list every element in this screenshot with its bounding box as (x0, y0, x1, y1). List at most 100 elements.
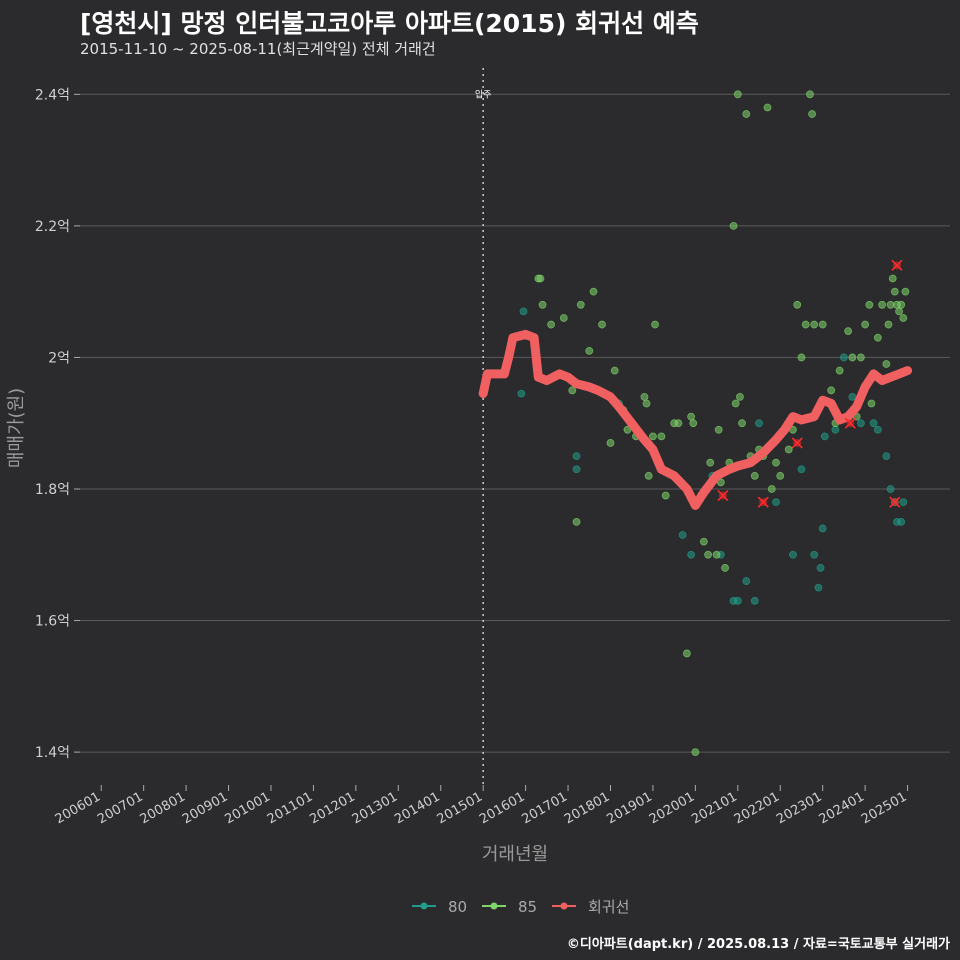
data-point-80 (886, 485, 895, 493)
data-point-85 (844, 327, 853, 336)
data-point-80 (831, 425, 840, 434)
data-point-85 (687, 412, 696, 421)
x-tick-label: 200701 (95, 789, 145, 827)
data-point-85 (714, 425, 723, 434)
x-tick-label: 201101 (265, 789, 315, 827)
data-point-85 (706, 458, 715, 467)
data-point-80 (678, 531, 687, 539)
data-point-85 (895, 307, 903, 316)
data-point-85 (589, 287, 598, 296)
data-point-80 (899, 498, 908, 507)
data-point-85 (784, 445, 793, 454)
y-tick-label: 1.6억 (35, 614, 70, 630)
y-tick-label: 2억 (48, 350, 70, 366)
data-point-85 (897, 300, 906, 309)
y-tick-label: 2.2억 (35, 219, 70, 235)
data-point-80 (820, 432, 829, 441)
data-point-85 (848, 353, 857, 362)
data-point-85 (899, 314, 908, 322)
x-tick-label: 200601 (53, 789, 103, 827)
x-tick-label: 201301 (350, 789, 400, 827)
data-point-80 (755, 419, 763, 428)
regression-path (478, 329, 913, 510)
data-point-80 (797, 465, 806, 474)
y-axis: 1.4억 1.6억 1.8억 2억 2.2억 2.4억 (35, 87, 80, 761)
data-point-80 (742, 577, 751, 585)
data-point-85 (750, 471, 759, 480)
data-point-80 (750, 596, 759, 605)
y-tick-label: 1.8억 (35, 482, 70, 498)
data-point-85 (661, 491, 670, 500)
data-point-85 (878, 300, 886, 309)
data-point-80 (856, 419, 865, 428)
legend-marker-1 (420, 902, 428, 910)
data-point-85 (576, 300, 585, 309)
legend-marker-3 (560, 902, 568, 910)
data-point-80 (810, 550, 819, 559)
x-tick-label: 200901 (180, 789, 230, 827)
outlier-x-mark (844, 417, 856, 429)
outlier-x-mark (757, 496, 769, 508)
data-point-80 (733, 596, 742, 605)
outlier-x-mark (791, 437, 803, 449)
y-tick-label: 1.4억 (35, 745, 70, 761)
data-point-85 (651, 320, 659, 329)
data-point-85 (721, 564, 729, 572)
data-point-80 (816, 564, 825, 572)
data-point-85 (888, 274, 897, 283)
data-point-85 (598, 320, 606, 329)
data-point-85 (610, 366, 619, 375)
regression-line (478, 329, 913, 510)
data-point-85 (797, 353, 806, 362)
data-point-85 (772, 458, 780, 467)
data-point-85 (827, 386, 836, 395)
data-point-85 (572, 517, 581, 526)
data-point-85 (818, 320, 827, 329)
data-point-85 (712, 550, 721, 559)
x-tick-label: 202501 (859, 789, 909, 827)
data-point-85 (716, 478, 725, 487)
data-point-85 (657, 432, 666, 441)
y-axis-label: 매매가(원) (6, 388, 27, 468)
legend-label-1: 80 (448, 898, 467, 916)
x-tick-label: 201701 (520, 789, 570, 827)
outlier-x-mark (717, 490, 729, 502)
data-point-85 (642, 399, 651, 408)
data-point-85 (623, 425, 632, 434)
data-point-85 (606, 439, 615, 447)
data-point-85 (649, 432, 657, 441)
data-point-85 (674, 419, 683, 428)
data-point-85 (536, 274, 545, 283)
data-point-85 (644, 471, 653, 480)
x-tick-label: 201401 (392, 789, 442, 827)
data-point-85 (699, 537, 708, 546)
data-point-80 (519, 307, 528, 316)
data-point-85 (763, 103, 772, 112)
x-tick-label: 202401 (817, 789, 867, 827)
legend: 80 85 회귀선 (412, 898, 629, 916)
move-in-annotation: 입주 (475, 68, 491, 785)
data-point-80 (687, 550, 696, 559)
data-point-85 (776, 471, 785, 480)
x-tick-label: 202301 (774, 789, 824, 827)
data-point-85 (767, 485, 776, 493)
data-point-80 (572, 452, 581, 461)
data-point-80 (789, 550, 797, 559)
data-point-80 (897, 517, 906, 526)
data-point-85 (738, 419, 746, 428)
outlier-x-mark (889, 496, 901, 508)
legend-label-2: 85 (518, 898, 537, 916)
x-tick-label: 202201 (732, 789, 782, 827)
data-point-85 (793, 300, 802, 309)
outlier-x-mark (891, 259, 903, 271)
data-point-85 (733, 90, 742, 99)
data-point-85 (704, 550, 712, 559)
data-point-80 (517, 389, 526, 398)
data-point-85 (806, 90, 814, 99)
data-point-85 (873, 333, 882, 342)
data-point-80 (572, 465, 581, 474)
data-point-80 (848, 392, 857, 401)
x-axis: 2006012007012008012009012010012011012012… (53, 785, 910, 827)
data-point-85 (682, 649, 691, 658)
x-tick-label: 201601 (477, 789, 527, 827)
